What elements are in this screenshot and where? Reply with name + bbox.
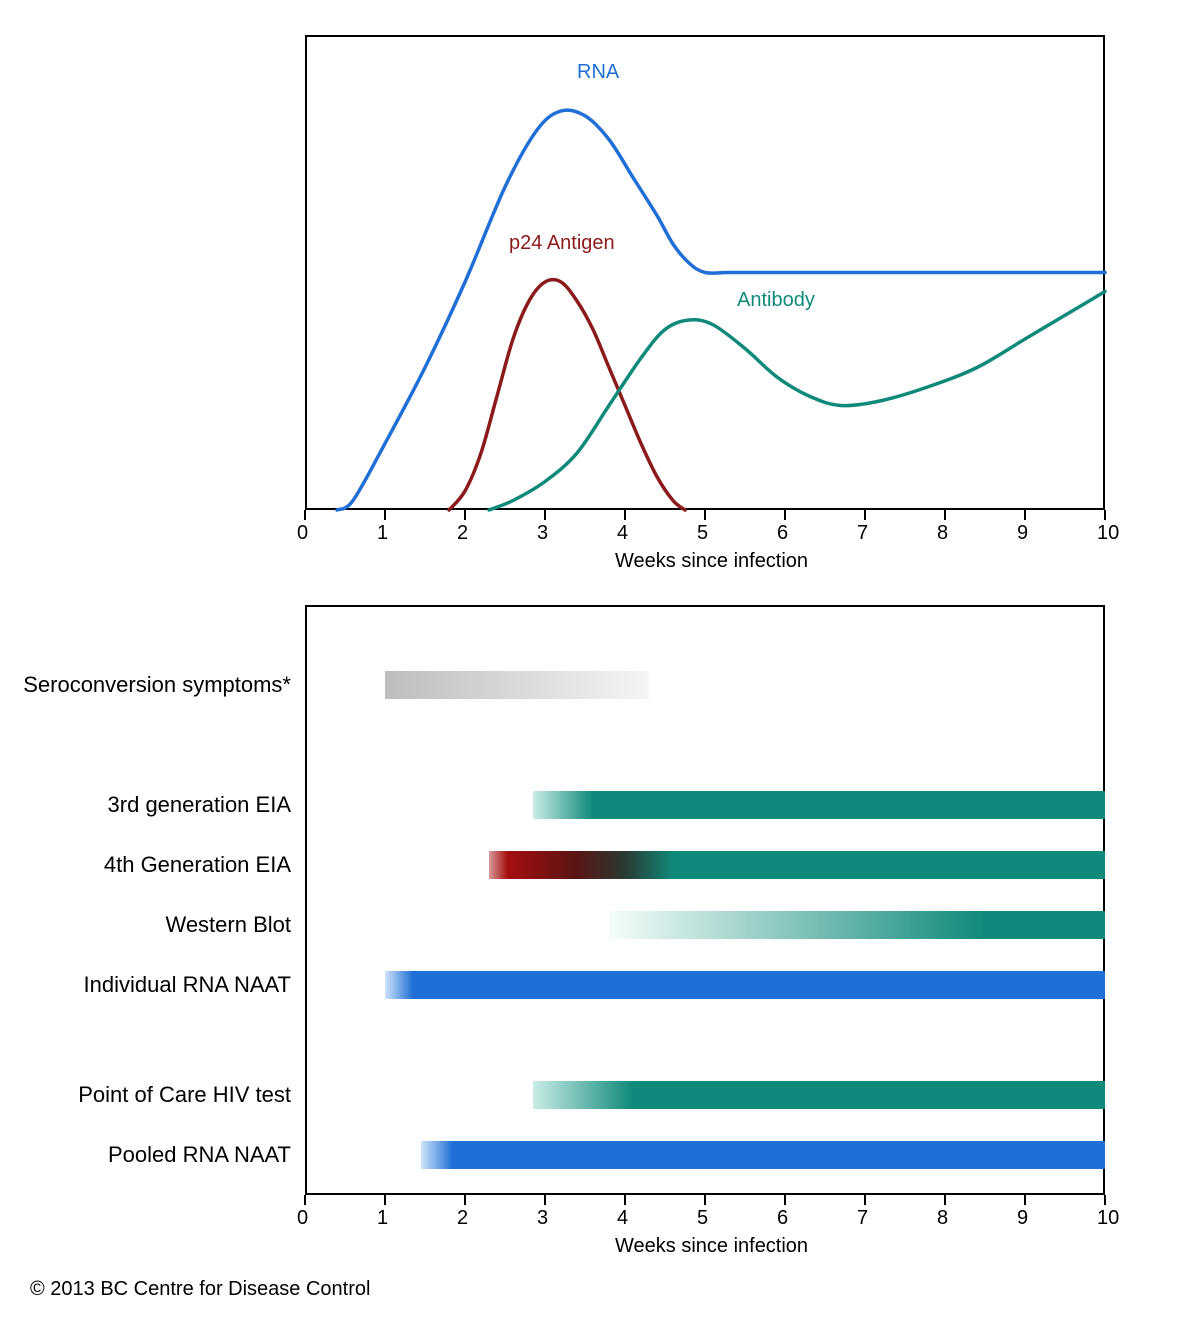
bottom-tick (544, 1195, 546, 1205)
bottom-tick-label: 10 (1097, 1207, 1119, 1230)
top-tick (544, 510, 546, 520)
top-tick-label: 8 (937, 522, 948, 545)
top-tick (1024, 510, 1026, 520)
bottom-tick-label: 2 (457, 1207, 468, 1230)
bottom-tick-label: 0 (297, 1207, 308, 1230)
row-label: 3rd generation EIA (108, 792, 291, 818)
top-tick-label: 5 (697, 522, 708, 545)
bottom-tick-label: 5 (697, 1207, 708, 1230)
bottom-tick (624, 1195, 626, 1205)
bottom-tick (864, 1195, 866, 1205)
row-label: Point of Care HIV test (78, 1082, 291, 1108)
bottom-tick-label: 3 (537, 1207, 548, 1230)
row-label: Seroconversion symptoms* (23, 672, 291, 698)
detection-bar (385, 671, 649, 699)
top-tick (464, 510, 466, 520)
bottom-tick (704, 1195, 706, 1205)
bottom-tick (304, 1195, 306, 1205)
bottom-tick-label: 9 (1017, 1207, 1028, 1230)
curve-rna (337, 110, 1105, 510)
series-label-rna: RNA (577, 61, 619, 84)
top-x-axis-label: Weeks since infection (615, 550, 808, 573)
top-tick (304, 510, 306, 520)
detection-bar (533, 791, 1105, 819)
bottom-tick (384, 1195, 386, 1205)
bottom-tick-label: 4 (617, 1207, 628, 1230)
top-tick-label: 2 (457, 522, 468, 545)
bottom-tick (1104, 1195, 1106, 1205)
curve-antibody (489, 292, 1105, 511)
detection-bar (533, 1081, 1105, 1109)
top-tick-label: 9 (1017, 522, 1028, 545)
top-tick (1104, 510, 1106, 520)
copyright-text: © 2013 BC Centre for Disease Control (30, 1278, 370, 1301)
top-tick (384, 510, 386, 520)
top-tick-label: 6 (777, 522, 788, 545)
row-label: Western Blot (165, 912, 291, 938)
bottom-tick (464, 1195, 466, 1205)
bottom-tick (784, 1195, 786, 1205)
top-tick-label: 0 (297, 522, 308, 545)
detection-bar (385, 971, 1105, 999)
top-tick-label: 1 (377, 522, 388, 545)
bottom-tick-label: 6 (777, 1207, 788, 1230)
bottom-tick-label: 1 (377, 1207, 388, 1230)
top-tick (784, 510, 786, 520)
top-tick-label: 7 (857, 522, 868, 545)
row-label: Pooled RNA NAAT (108, 1142, 291, 1168)
detection-bar (489, 851, 1105, 879)
top-tick-label: 4 (617, 522, 628, 545)
bottom-tick-label: 7 (857, 1207, 868, 1230)
series-label-antibody: Antibody (737, 289, 815, 312)
top-tick (624, 510, 626, 520)
detection-bar (421, 1141, 1105, 1169)
row-label: 4th Generation EIA (104, 852, 291, 878)
top-tick (864, 510, 866, 520)
series-label-p24: p24 Antigen (509, 232, 615, 255)
top-tick-label: 3 (537, 522, 548, 545)
top-tick-label: 10 (1097, 522, 1119, 545)
curve-p24 (449, 280, 685, 510)
top-tick (944, 510, 946, 520)
bottom-tick (944, 1195, 946, 1205)
row-label: Individual RNA NAAT (84, 972, 291, 998)
detection-bar (609, 911, 1105, 939)
bottom-tick (1024, 1195, 1026, 1205)
top-tick (704, 510, 706, 520)
bottom-x-axis-label: Weeks since infection (615, 1235, 808, 1258)
bottom-tick-label: 8 (937, 1207, 948, 1230)
